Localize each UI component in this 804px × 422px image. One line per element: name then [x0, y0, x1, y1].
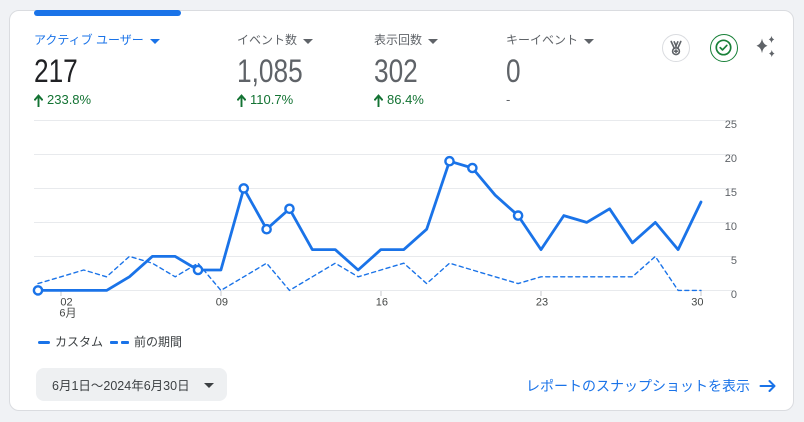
reports-snapshot-link[interactable]: レポートのスナップショットを表示 — [526, 376, 777, 396]
chevron-down-icon — [203, 382, 214, 388]
data-point-marker-day-19[interactable] — [444, 155, 455, 167]
y-axis-label-5: 5 — [731, 255, 737, 267]
y-axis-label-15: 15 — [725, 187, 737, 199]
metric-value: 0 — [506, 53, 521, 89]
metric-label: 表示回数 — [374, 33, 423, 47]
overview-report-card — [9, 10, 794, 411]
legend-label-custom: カスタム — [55, 335, 104, 349]
metric-delta-value: 86.4% — [387, 92, 424, 107]
y-axis-label-10: 10 — [725, 221, 737, 233]
up-arrow-icon — [374, 93, 383, 107]
data-point-marker-day-8[interactable] — [192, 264, 204, 276]
up-arrow-icon — [237, 93, 246, 107]
series-line-previous-period — [37, 255, 702, 292]
date-range-label: 6月1日～2024年6月30日 — [52, 379, 190, 393]
metric-value: 217 — [34, 53, 78, 89]
metric-label: アクティブ ユーザー — [34, 33, 144, 47]
metric-delta: 110.7% — [237, 93, 293, 107]
chevron-down-icon — [584, 39, 595, 44]
chart-legend: カスタム 前の期間 — [38, 335, 182, 349]
up-arrow-icon — [34, 93, 43, 107]
y-axis-label-25: 25 — [725, 119, 737, 131]
chevron-down-icon — [149, 39, 160, 44]
x-axis-label-23: 23 — [536, 297, 548, 309]
insights-sparkles-icon[interactable] — [749, 31, 779, 61]
metric-selector-key-events[interactable]: キーイベント — [506, 33, 595, 47]
metric-label: キーイベント — [506, 33, 579, 47]
chevron-down-icon — [303, 39, 314, 44]
x-axis-month-label: 6月 — [59, 308, 76, 320]
x-axis-label-30: 30 — [691, 297, 703, 309]
data-point-marker-day-11[interactable] — [261, 223, 272, 235]
data-point-marker-day-1[interactable] — [32, 285, 44, 296]
metric-value: 302 — [374, 53, 418, 89]
metric-selector-event-count[interactable]: イベント数 — [237, 33, 314, 47]
data-point-marker-day-22[interactable] — [512, 210, 524, 221]
x-axis-label-16: 16 — [376, 297, 388, 309]
metric-selector-active-users[interactable]: アクティブ ユーザー — [34, 34, 160, 47]
metric-delta: 86.4% — [374, 93, 424, 107]
data-point-marker-day-12[interactable] — [284, 203, 295, 215]
data-point-marker-day-10[interactable] — [238, 183, 250, 194]
metric-delta-value: 233.8% — [47, 92, 92, 107]
x-axis-label-09: 09 — [216, 297, 228, 309]
legend-label-previous-period: 前の期間 — [134, 335, 183, 349]
metric-label: イベント数 — [237, 33, 298, 47]
data-quality-check-icon[interactable] — [710, 34, 738, 62]
x-axis-label-02: 02 — [60, 297, 72, 309]
benchmark-medal-icon[interactable] — [662, 34, 690, 62]
right-arrow-icon — [759, 380, 776, 392]
y-axis-label-0: 0 — [731, 289, 737, 301]
data-point-marker-day-20[interactable] — [467, 162, 478, 174]
y-axis-label-20: 20 — [725, 153, 737, 165]
metric-delta: 233.8% — [34, 93, 91, 107]
metric-delta: - — [506, 93, 510, 107]
legend-dashed-line-swatch — [110, 340, 130, 344]
reports-snapshot-link-label: レポートのスナップショットを表示 — [526, 378, 750, 394]
chevron-down-icon — [428, 39, 439, 44]
metric-selector-views[interactable]: 表示回数 — [374, 33, 439, 47]
selected-metric-tab-indicator — [34, 10, 181, 16]
date-range-selector[interactable]: 6月1日～2024年6月30日 — [36, 368, 227, 401]
metric-delta-value: - — [506, 92, 511, 107]
metric-value: 1,085 — [237, 53, 303, 89]
metric-delta-value: 110.7% — [250, 92, 294, 107]
series-line-current — [36, 159, 703, 292]
legend-solid-line-swatch — [38, 340, 50, 344]
